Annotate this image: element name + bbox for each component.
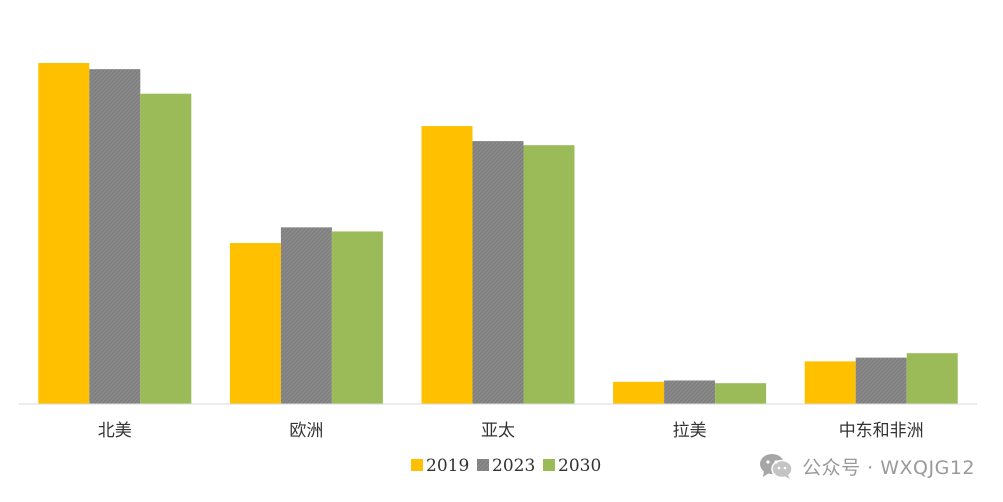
legend-label-2019: 2019: [426, 456, 469, 476]
category-label: 欧洲: [289, 421, 323, 441]
category-label: 北美: [98, 421, 132, 441]
bar-2019-亚太: [421, 126, 473, 405]
watermark: 公众号 · WXQJG12: [758, 452, 975, 480]
bar-2030-亚太: [523, 145, 575, 404]
watermark-text: 公众号 · WXQJG12: [802, 456, 975, 479]
bar-2030-中东和非洲: [906, 353, 958, 404]
bar-2019-中东和非洲: [804, 361, 856, 404]
legend: 2019 2023 2030: [411, 456, 601, 476]
bar-2030-北美: [140, 93, 192, 404]
bar-2023-欧洲: [280, 227, 332, 404]
legend-label-2023: 2023: [492, 456, 535, 476]
legend-label-2030: 2030: [558, 456, 601, 476]
category-label: 拉美: [673, 421, 707, 441]
bar-2030-拉美: [715, 383, 767, 404]
bar-2023-北美: [89, 69, 141, 404]
category-labels: 北美 欧洲 亚太 拉美 中东和非洲: [98, 421, 924, 441]
bar-2023-中东和非洲: [855, 357, 907, 404]
bar-2019-拉美: [613, 381, 665, 404]
bars-group: [38, 63, 958, 405]
bar-2019-欧洲: [229, 243, 281, 404]
legend-swatch-2030: [543, 459, 555, 471]
legend-swatch-2019: [411, 459, 423, 471]
bar-2023-亚太: [472, 141, 524, 405]
category-label: 中东和非洲: [839, 421, 924, 441]
category-label: 亚太: [481, 421, 515, 441]
bar-2030-欧洲: [331, 231, 383, 404]
bar-2019-北美: [38, 63, 90, 404]
bar-2023-拉美: [664, 380, 716, 404]
legend-swatch-2023: [477, 459, 489, 471]
wechat-icon: [760, 454, 793, 479]
